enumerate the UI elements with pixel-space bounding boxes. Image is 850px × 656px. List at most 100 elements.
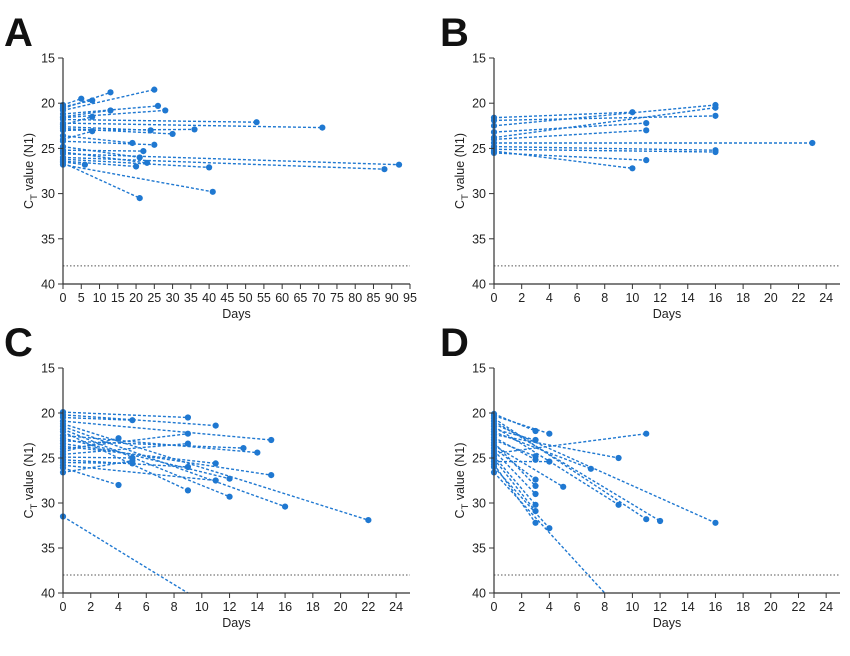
series-line	[62, 461, 133, 465]
series-line	[62, 122, 323, 129]
data-point	[129, 417, 136, 424]
y-tick-label: 35	[41, 542, 55, 556]
y-axis-label-main: C	[22, 200, 36, 209]
series-line	[493, 104, 716, 127]
x-axis-label: Days	[222, 616, 250, 630]
x-tick-label: 4	[115, 600, 122, 614]
x-tick-label: 20	[334, 600, 348, 614]
x-tick-label: 0	[60, 600, 67, 614]
x-tick-label: 22	[792, 291, 806, 305]
y-tick-label: 30	[472, 187, 486, 201]
data-point	[89, 128, 96, 135]
data-point	[169, 130, 176, 138]
data-point	[151, 86, 158, 93]
y-axis-label: CT value (N1)	[22, 443, 40, 519]
y-axis-label-sub: T	[460, 194, 471, 200]
series-line	[62, 118, 257, 123]
y-tick-label: 25	[472, 142, 486, 156]
y-axis-label-rest: value (N1)	[453, 443, 467, 504]
data-point	[629, 109, 636, 116]
data-point	[162, 107, 169, 114]
series-line	[62, 460, 133, 474]
y-tick-label: 40	[472, 278, 486, 292]
data-point	[656, 517, 664, 525]
series-line	[493, 145, 716, 151]
x-tick-label: 65	[293, 291, 307, 305]
data-point	[560, 483, 567, 490]
data-point	[191, 126, 198, 133]
x-tick-label: 55	[257, 291, 271, 305]
series-line	[493, 471, 606, 593]
series-line	[493, 447, 536, 481]
x-tick-label: 25	[147, 291, 161, 305]
series-line	[62, 423, 369, 521]
data-point	[381, 166, 388, 173]
data-point	[809, 139, 816, 147]
series-line	[62, 411, 188, 419]
series-line	[493, 420, 661, 522]
data-point	[226, 493, 233, 500]
y-axis-label-rest: value (N1)	[453, 133, 467, 194]
y-tick-label: 25	[41, 452, 55, 466]
series-line	[62, 442, 188, 456]
series-line	[62, 414, 216, 427]
x-tick-label: 15	[111, 291, 125, 305]
series-line	[493, 439, 536, 457]
panel-letter: A	[4, 11, 33, 55]
panel-letter: B	[440, 11, 469, 55]
x-tick-label: 4	[546, 291, 553, 305]
data-point	[587, 465, 594, 472]
x-tick-label: 8	[171, 600, 178, 614]
series-line	[493, 115, 716, 122]
x-tick-label: 2	[87, 600, 94, 614]
y-axis-label: CT value (N1)	[453, 443, 471, 519]
y-tick-label: 35	[472, 542, 486, 556]
x-tick-label: 14	[250, 600, 264, 614]
series-line	[62, 88, 155, 112]
data-point	[115, 481, 122, 489]
data-point	[129, 457, 136, 464]
series-line	[62, 128, 195, 131]
data-point	[129, 139, 136, 147]
series-line	[62, 445, 216, 465]
data-point	[712, 112, 719, 119]
series-group	[490, 101, 816, 172]
x-tick-label: 24	[389, 600, 403, 614]
y-tick-label: 35	[472, 232, 486, 246]
series-line	[493, 433, 619, 459]
x-tick-label: 90	[385, 291, 399, 305]
data-point	[154, 102, 162, 110]
data-point	[395, 161, 403, 168]
series-group	[59, 409, 372, 593]
data-point	[615, 501, 622, 508]
series-line	[62, 515, 189, 593]
panel-a: A 15 20 25 30 35 40 0 5 10 15 20 25 30 35 40 45 50 55 60 65 7…	[4, 11, 417, 321]
x-tick-label: 95	[403, 291, 417, 305]
series-line	[62, 149, 144, 152]
series-line	[493, 425, 619, 506]
series-line	[493, 129, 647, 141]
series-line	[62, 135, 133, 144]
data-point	[81, 161, 89, 168]
x-tick-label: 16	[708, 291, 722, 305]
data-point	[184, 414, 192, 421]
x-tick-label: 6	[574, 600, 581, 614]
x-tick-label: 80	[348, 291, 362, 305]
x-tick-label: 22	[361, 600, 375, 614]
data-point	[151, 141, 158, 148]
y-tick-label: 20	[41, 97, 55, 111]
series-group	[490, 410, 719, 593]
data-point	[268, 436, 275, 444]
data-point	[107, 107, 114, 114]
x-tick-label: 20	[129, 291, 143, 305]
data-point	[107, 89, 114, 96]
series-line	[62, 161, 85, 166]
series-line	[493, 455, 537, 506]
series-line	[62, 416, 133, 421]
x-tick-label: 70	[312, 291, 326, 305]
data-point	[212, 422, 219, 429]
series-line	[62, 145, 140, 159]
x-tick-label: 14	[681, 291, 695, 305]
series-line	[493, 458, 537, 512]
